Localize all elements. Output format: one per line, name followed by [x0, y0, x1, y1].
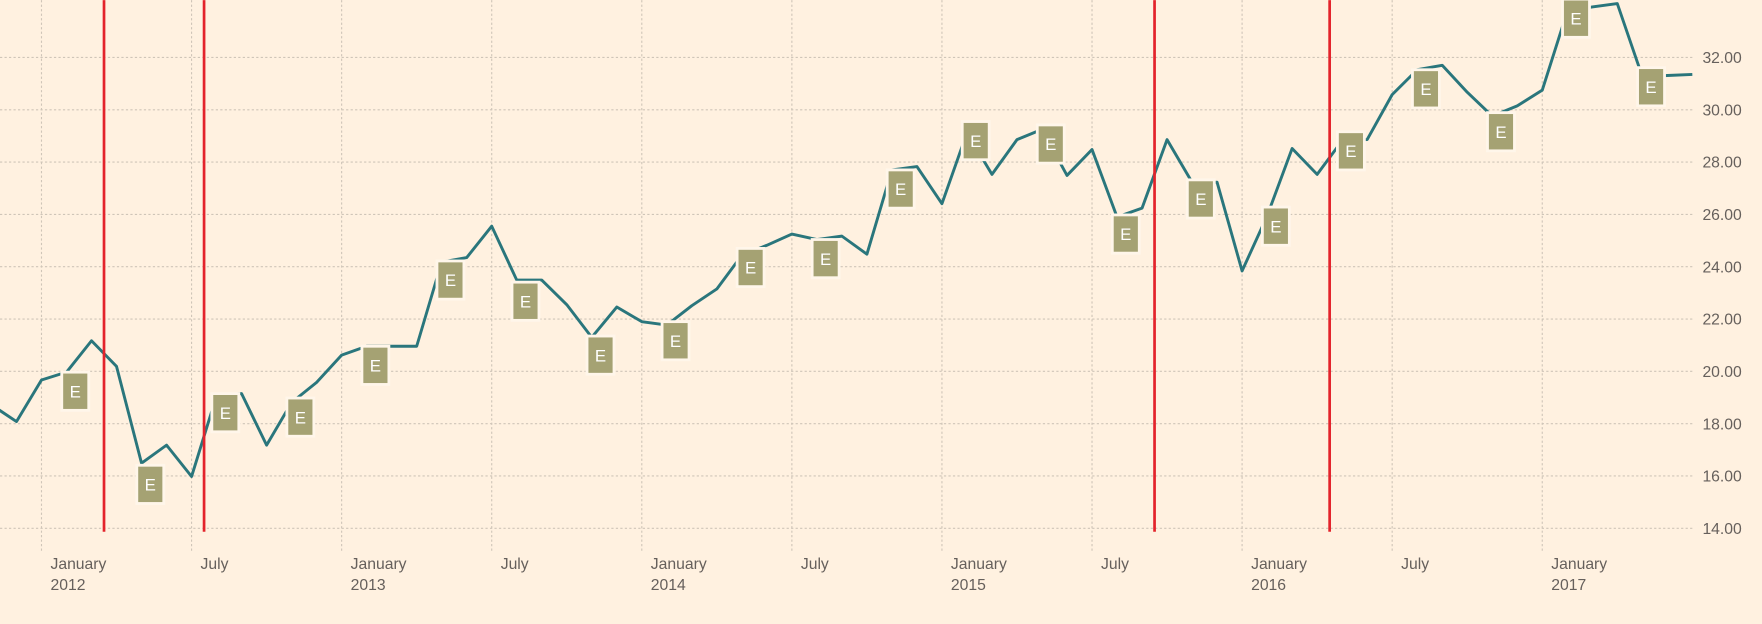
x-tick-label: 2014: [651, 577, 686, 594]
estimate-marker: [960, 120, 991, 162]
x-tick-label: January: [1251, 556, 1307, 573]
y-tick-label: 32.00: [1702, 50, 1742, 67]
estimate-label: E: [295, 408, 306, 427]
estimate-marker: [1110, 213, 1141, 255]
estimate-label: E: [970, 132, 981, 151]
estimate-label: E: [1570, 9, 1581, 28]
x-tick-label: July: [1401, 556, 1429, 573]
estimate-marker: [1336, 130, 1366, 172]
x-tick-label: January: [1551, 556, 1607, 573]
estimate-marker: [810, 238, 841, 280]
estimate-label: E: [1645, 78, 1656, 97]
estimate-label: E: [445, 271, 456, 290]
x-tick-label: July: [501, 556, 529, 573]
y-tick-label: 14.00: [1702, 521, 1742, 538]
estimate-label: E: [670, 332, 681, 351]
y-tick-label: 22.00: [1702, 312, 1742, 329]
x-tick-label: 2012: [50, 577, 85, 594]
estimate-label: E: [895, 180, 906, 199]
estimate-label: E: [1420, 80, 1431, 99]
estimate-marker: [885, 168, 916, 210]
estimate-marker: [1260, 205, 1291, 247]
y-tick-label: 16.00: [1702, 469, 1742, 486]
estimate-label: E: [145, 476, 156, 495]
x-tick-label: July: [201, 556, 229, 573]
estimate-marker: [285, 396, 316, 438]
plot-area: [0, 2, 1693, 478]
estimate-marker: [1411, 68, 1441, 110]
x-tick-label: July: [1101, 556, 1129, 573]
estimate-marker: [210, 392, 241, 434]
estimate-label: E: [1045, 135, 1056, 154]
estimate-label: E: [1345, 142, 1356, 161]
x-tick-label: 2016: [1251, 577, 1286, 594]
estimate-label: E: [520, 292, 531, 311]
x-tick-label: July: [801, 556, 829, 573]
x-tick-label: January: [351, 556, 407, 573]
estimate-marker: [1035, 123, 1066, 165]
x-tick-label: January: [651, 556, 707, 573]
x-tick-label: 2015: [951, 577, 986, 594]
estimate-label: E: [220, 404, 231, 423]
y-tick-label: 20.00: [1702, 364, 1742, 381]
estimate-label: E: [1195, 190, 1206, 209]
estimate-marker: [435, 259, 466, 301]
estimate-label: E: [370, 357, 381, 376]
estimate-marker: [1636, 66, 1666, 108]
estimate-marker: [585, 334, 616, 376]
estimate-label: E: [1270, 217, 1281, 236]
estimate-label: E: [70, 382, 81, 401]
y-tick-label: 28.00: [1702, 155, 1742, 172]
estimate-label: E: [595, 346, 606, 365]
x-tick-label: January: [50, 556, 106, 573]
estimate-marker: [510, 280, 541, 322]
y-tick-label: 26.00: [1702, 207, 1742, 224]
estimate-marker: [135, 463, 166, 505]
price-line: [0, 2, 1693, 478]
y-tick-label: 24.00: [1702, 259, 1742, 276]
estimate-marker: [1486, 111, 1516, 153]
estimate-label: E: [820, 250, 831, 269]
estimate-marker: [60, 370, 91, 412]
estimate-marker: [735, 247, 766, 289]
estimate-marker: [1185, 178, 1216, 220]
y-tick-label: 30.00: [1702, 102, 1742, 119]
estimate-label: E: [1120, 225, 1131, 244]
estimate-marker: [360, 344, 391, 386]
x-tick-label: January: [951, 556, 1007, 573]
estimate-marker: [660, 320, 691, 362]
estimate-marker: [1561, 0, 1591, 39]
x-tick-label: 2013: [351, 577, 386, 594]
y-tick-label: 18.00: [1702, 416, 1742, 433]
estimate-label: E: [745, 259, 756, 278]
x-tick-label: 2017: [1551, 577, 1586, 594]
estimate-label: E: [1495, 123, 1506, 142]
